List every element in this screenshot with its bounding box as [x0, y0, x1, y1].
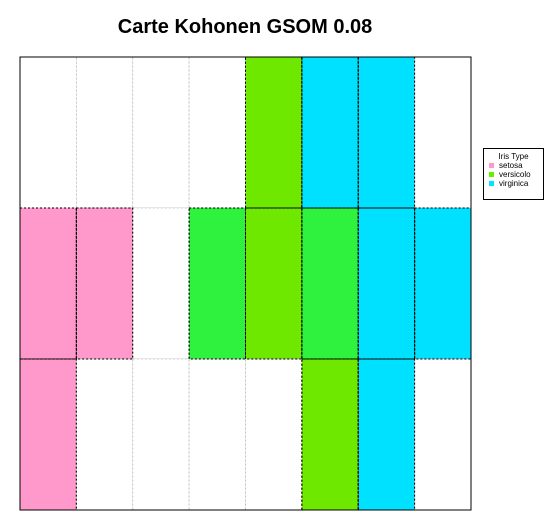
map-cell-r3-c8 — [414, 358, 472, 511]
map-cell-border-r2-c7 — [357, 207, 416, 360]
map-cell-border-r2-c1 — [19, 207, 77, 360]
map-frame — [19, 56, 472, 511]
map-cell-border-r2-c2 — [75, 207, 134, 360]
map-cell-r2-c7 — [357, 207, 416, 360]
map-cell-r2-c6 — [301, 207, 359, 360]
legend-title: Iris Type — [498, 152, 529, 161]
map-cell-r3-c5 — [245, 358, 303, 511]
map-cell-r3-c6 — [301, 358, 359, 511]
map-cell-border-r2-c6 — [301, 207, 359, 360]
map-cell-border-r3-c7 — [357, 358, 416, 511]
map-cell-r2-c4 — [188, 207, 246, 360]
map-cell-r1-c7 — [357, 56, 416, 209]
legend-label-virginica: virginica — [499, 179, 529, 188]
map-cell-border-r2-c4 — [188, 207, 246, 360]
legend-label-versicolo: versicolo — [499, 170, 531, 179]
chart-title: Carte Kohonen GSOM 0.08 — [117, 16, 373, 38]
map-cell-r1-c6 — [301, 56, 359, 209]
legend-item-setosa: setosa — [489, 161, 543, 170]
map-cell-r3-c1 — [19, 358, 77, 511]
map-cell-r2-c5 — [245, 207, 303, 360]
map-cell-border-r2-c8 — [414, 207, 472, 360]
map-cell-r1-c2 — [75, 56, 134, 209]
map-cell-r1-c4 — [188, 56, 246, 209]
map-cell-r3-c7 — [357, 358, 416, 511]
map-cell-r3-c2 — [75, 358, 134, 511]
legend-label-setosa: setosa — [499, 161, 523, 170]
legend-swatch-versicolo — [489, 172, 494, 177]
map-cell-r2-c2 — [75, 207, 134, 360]
map-cell-border-r3-c1 — [19, 358, 77, 511]
map-cell-r1-c5 — [245, 56, 303, 209]
map-cell-r1-c8 — [414, 56, 472, 209]
map-cell-r3-c3 — [132, 358, 190, 511]
map-cell-border-r3-c6 — [301, 358, 359, 511]
legend-item-virginica: virginica — [489, 179, 543, 188]
map-cell-border-r2-c5 — [245, 207, 303, 360]
map-cell-r2-c3 — [132, 207, 190, 360]
map-cell-r2-c8 — [414, 207, 472, 360]
legend-item-versicolo: versicolo — [489, 170, 543, 179]
legend-swatch-virginica — [489, 181, 494, 186]
map-cell-r3-c4 — [188, 358, 246, 511]
legend: Iris Type setosa versicolo virginica — [483, 148, 544, 200]
map-cell-r2-c1 — [19, 207, 77, 360]
map-cell-r1-c3 — [132, 56, 190, 209]
legend-swatch-setosa — [489, 163, 494, 168]
map-cell-r1-c1 — [19, 56, 77, 209]
